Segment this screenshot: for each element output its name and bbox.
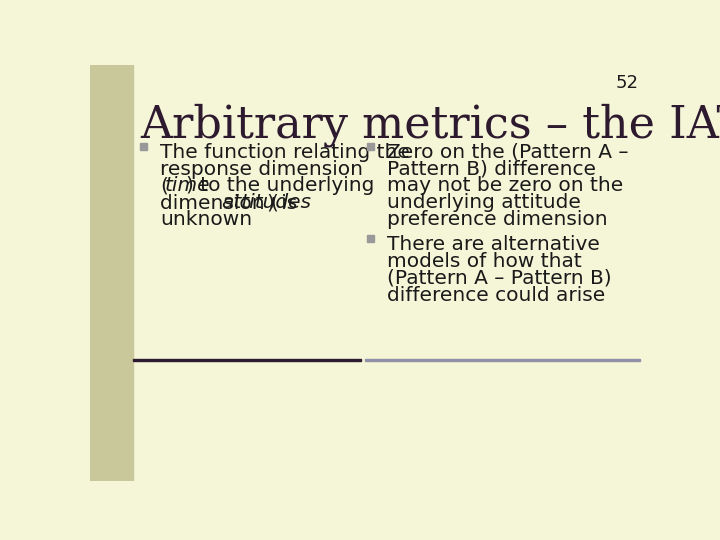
Text: (: ( <box>160 177 168 195</box>
Text: (Pattern A – Pattern B): (Pattern A – Pattern B) <box>387 269 611 288</box>
Text: The function relating the: The function relating the <box>160 143 410 161</box>
Text: models of how that: models of how that <box>387 252 582 271</box>
Bar <box>90 65 132 481</box>
Bar <box>367 143 374 150</box>
Text: response dimension: response dimension <box>160 159 363 179</box>
Text: attitudes: attitudes <box>221 193 311 212</box>
Bar <box>367 235 374 242</box>
Text: dimension (: dimension ( <box>160 193 279 212</box>
Text: may not be zero on the: may not be zero on the <box>387 177 623 195</box>
Text: Zero on the (Pattern A –: Zero on the (Pattern A – <box>387 143 629 161</box>
Text: There are alternative: There are alternative <box>387 235 600 254</box>
Text: preference dimension: preference dimension <box>387 211 608 229</box>
Text: Pattern B) difference: Pattern B) difference <box>387 159 596 179</box>
Bar <box>140 143 148 150</box>
Text: underlying attitude: underlying attitude <box>387 193 581 212</box>
Text: ) is: ) is <box>266 193 297 212</box>
Text: Arbitrary metrics – the IAT: Arbitrary metrics – the IAT <box>140 103 720 147</box>
Text: unknown: unknown <box>160 211 252 229</box>
Text: time: time <box>165 177 211 195</box>
Bar <box>132 359 361 361</box>
Text: 52: 52 <box>616 74 639 92</box>
Text: difference could arise: difference could arise <box>387 286 605 305</box>
Text: ) to the underlying: ) to the underlying <box>186 177 374 195</box>
Bar <box>365 359 640 361</box>
